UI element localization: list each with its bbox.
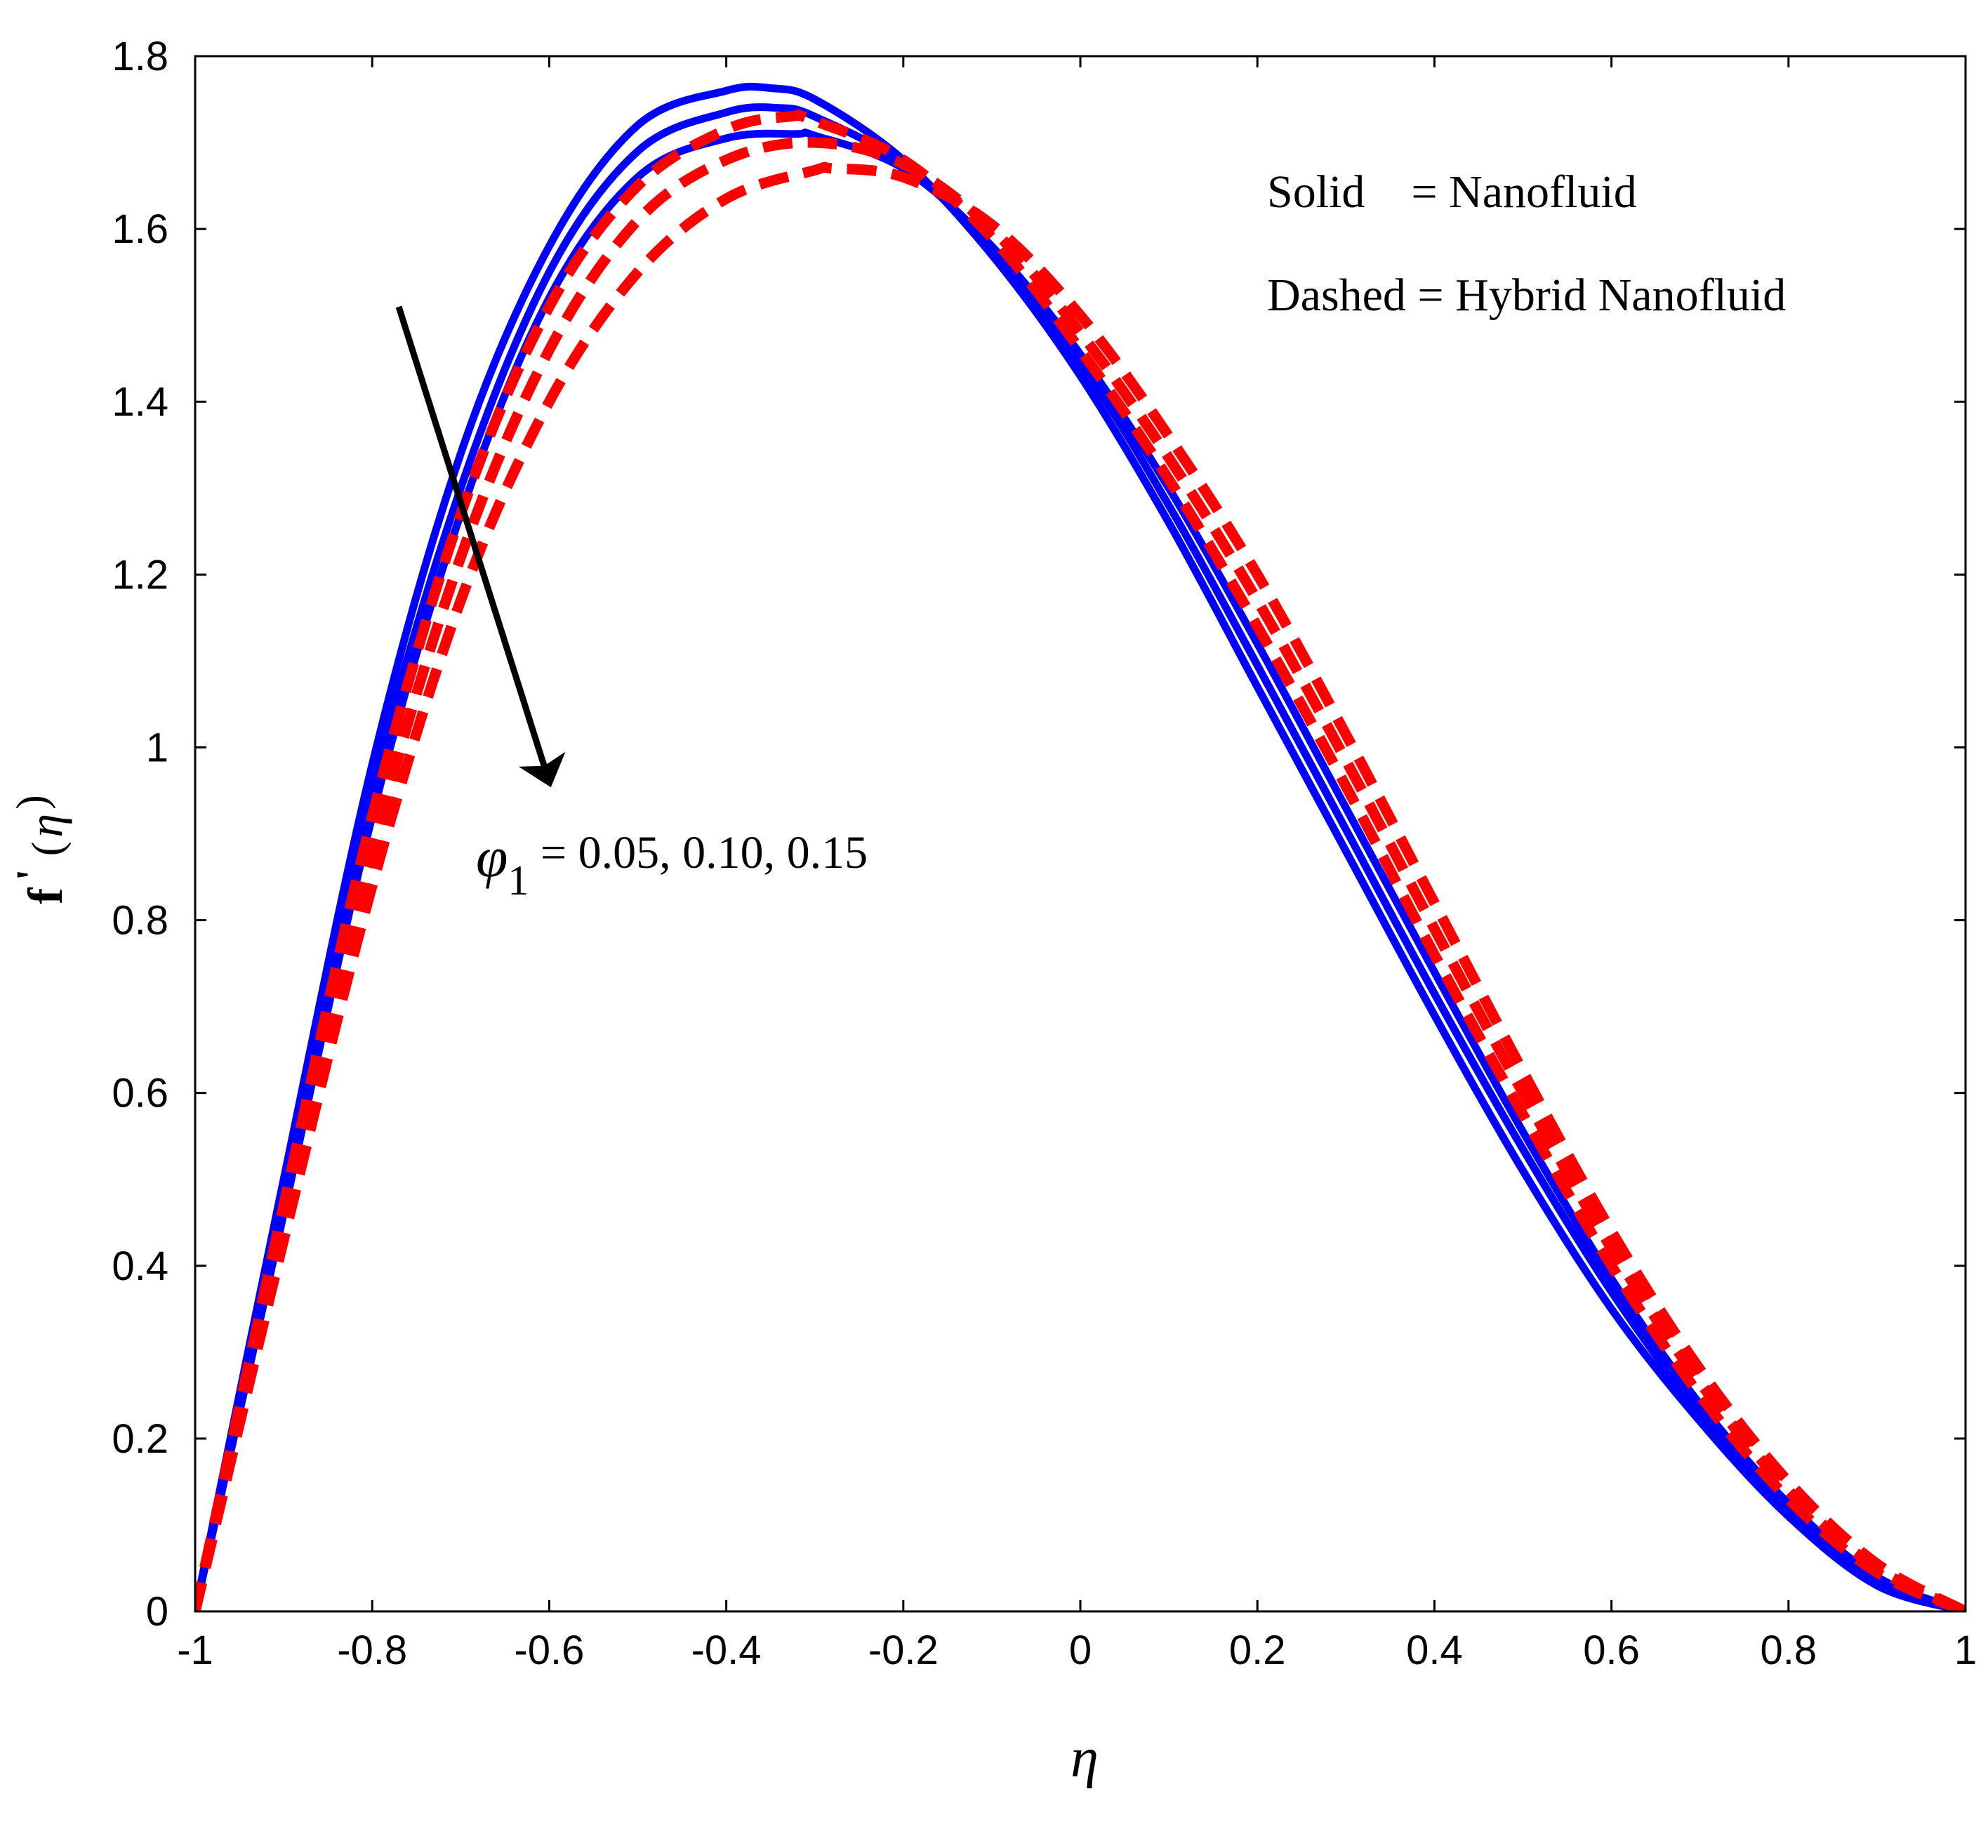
x-tick-label-3: -0.4: [691, 1628, 762, 1673]
x-tick-label-7: 0.4: [1406, 1628, 1463, 1673]
y-axis-title-open: (: [24, 842, 72, 857]
x-tick-label-8: 0.6: [1583, 1628, 1640, 1673]
y-tick-label-0: 0: [146, 1589, 168, 1635]
x-tick-labels: -1 -0.8 -0.6 -0.4 -0.2 0 0.2 0.4 0.6 0.8 1: [177, 1628, 1977, 1673]
x-tick-label-6: 0.2: [1229, 1628, 1286, 1673]
y-axis-title-close: ): [8, 795, 56, 810]
phi-annotation: φ1 = 0.05, 0.10, 0.15: [476, 825, 868, 904]
x-tick-label-4: -0.2: [868, 1628, 939, 1673]
x-tick-label-9: 0.8: [1760, 1628, 1817, 1673]
x-tick-label-10: 1: [1954, 1628, 1977, 1673]
hybrid-series-line-1: [195, 110, 1966, 1611]
y-tick-label-6: 1.2: [112, 552, 168, 598]
y-tick-label-7: 1.4: [112, 379, 168, 425]
y-tick-label-5: 1: [146, 725, 168, 770]
svg-text:φ1 = 0.05, 0.10, 0.15: φ1 = 0.05, 0.10, 0.15: [476, 825, 868, 904]
y-tick-labels: 0 0.2 0.4 0.6 0.8 1 1.2 1.4 1.6 1.8: [112, 34, 168, 1635]
legend: Solid = Nanofluid Dashed = Hybrid Nanofl…: [1267, 166, 1786, 321]
legend-line-solid: Solid = Nanofluid: [1267, 166, 1637, 218]
hybrid-series-line-2: [195, 137, 1966, 1611]
y-axis-title: f ' ( η): [8, 795, 73, 904]
y-tick-label-8: 1.6: [112, 206, 168, 252]
phi-values: = 0.05, 0.10, 0.15: [529, 827, 868, 878]
legend-line-dashed: Dashed = Hybrid Nanofluid: [1267, 270, 1786, 321]
y-axis-title-main: f: [19, 887, 73, 904]
y-tick-label-2: 0.4: [112, 1243, 168, 1289]
x-axis-title: η: [1071, 1727, 1099, 1789]
x-tick-label-1: -0.8: [337, 1628, 407, 1673]
x-tick-label-5: 0: [1069, 1628, 1092, 1673]
y-axis-title-prime: ': [8, 869, 56, 880]
series-layer: [195, 82, 1966, 1611]
y-tick-label-3: 0.6: [112, 1071, 168, 1116]
trend-arrow: [395, 305, 566, 788]
phi-symbol: φ: [476, 825, 508, 889]
y-axis-title-var: η: [19, 814, 72, 838]
y-tick-label-4: 0.8: [112, 898, 168, 944]
svg-text:f'(η): f ' ( η): [8, 795, 73, 904]
x-tick-label-2: -0.6: [514, 1628, 584, 1673]
y-tick-label-9: 1.8: [112, 34, 168, 79]
hybrid-series-line-3: [195, 161, 1966, 1611]
ticks-layer: [194, 55, 1967, 1613]
y-tick-label-1: 0.2: [112, 1416, 168, 1462]
phi-subscript: 1: [508, 857, 529, 904]
x-tick-label-0: -1: [177, 1628, 213, 1673]
